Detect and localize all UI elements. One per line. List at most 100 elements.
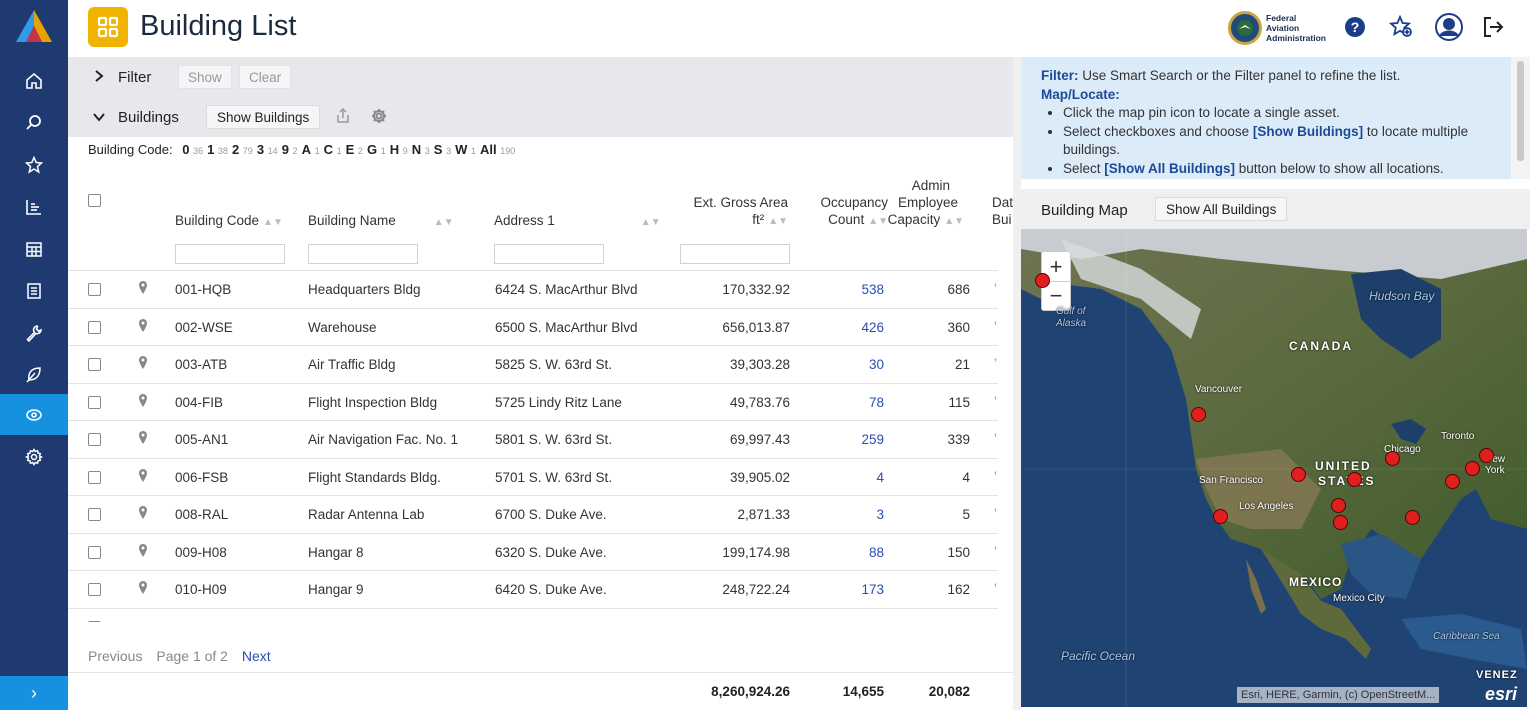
building-map[interactable]: + − Hudson Bay CANADA Gulf of Alaska Van… [1021, 229, 1527, 707]
instructions-scrollbar[interactable] [1511, 57, 1530, 179]
cell-occupancy-count[interactable]: 3 [876, 507, 884, 522]
app-logo[interactable] [14, 8, 54, 44]
scrollbar-thumb[interactable] [1517, 61, 1524, 161]
nav-home[interactable] [0, 60, 68, 101]
address-filter-input[interactable] [494, 244, 604, 264]
nav-sustainability[interactable] [0, 354, 68, 395]
show-buildings-button[interactable]: Show Buildings [206, 105, 321, 129]
map-marker[interactable] [1465, 461, 1480, 476]
map-pin-icon[interactable] [138, 281, 148, 295]
map-pin-icon[interactable] [138, 581, 148, 595]
show-all-buildings-button[interactable]: Show All Buildings [1155, 197, 1288, 221]
row-checkbox[interactable] [88, 508, 101, 521]
zoom-in-button[interactable]: + [1049, 253, 1063, 279]
cell-occupancy-count[interactable]: 173 [861, 582, 884, 597]
cell-occupancy-count[interactable]: 78 [868, 394, 884, 410]
map-marker[interactable] [1191, 407, 1206, 422]
row-checkbox[interactable] [88, 358, 101, 371]
building-name-filter-input[interactable] [308, 244, 418, 264]
chevron-down-icon[interactable] [92, 109, 106, 125]
nav-calendar[interactable] [0, 228, 68, 269]
map-attribution[interactable]: Esri, HERE, Garmin, (c) OpenStreetM... [1237, 687, 1440, 703]
map-marker[interactable] [1479, 448, 1494, 463]
map-pin-icon[interactable] [138, 393, 148, 408]
col-header-building-name[interactable]: Building Name ▲▼ [308, 212, 454, 231]
panel-splitter[interactable] [1013, 57, 1021, 710]
map-pin-icon[interactable] [138, 431, 148, 445]
previous-page-button[interactable]: Previous [88, 648, 143, 664]
cell-occupancy-count[interactable]: 88 [868, 544, 884, 560]
map-marker[interactable] [1333, 515, 1348, 530]
row-checkbox[interactable] [88, 583, 101, 596]
col-header-address[interactable]: Address 1 ▲▼ [494, 212, 661, 231]
filter-label[interactable]: Filter [118, 69, 152, 86]
building-code-option[interactable]: 3 14 [256, 142, 278, 157]
map-pin-icon[interactable] [138, 468, 148, 483]
clear-filter-button[interactable]: Clear [239, 65, 292, 89]
building-code-option[interactable]: C 1 [323, 142, 342, 157]
map-pin-icon[interactable] [138, 318, 148, 333]
nav-tools[interactable] [0, 312, 68, 353]
cell-occupancy-count[interactable]: 30 [868, 357, 884, 372]
row-checkbox[interactable] [88, 470, 101, 484]
row-checkbox[interactable] [88, 621, 101, 622]
map-marker[interactable] [1445, 474, 1460, 489]
app-grid-icon[interactable] [88, 7, 128, 47]
map-marker[interactable] [1331, 498, 1346, 513]
nav-reports[interactable] [0, 186, 68, 227]
map-marker[interactable] [1405, 510, 1420, 525]
expand-nav-button[interactable]: › [0, 676, 68, 710]
building-code-option[interactable]: 0 36 [182, 142, 204, 157]
cell-occupancy-count[interactable]: 259 [861, 432, 884, 447]
building-code-option[interactable]: G 1 [366, 142, 386, 157]
map-marker[interactable] [1385, 451, 1400, 466]
export-icon[interactable] [334, 107, 352, 125]
user-profile-button[interactable] [1434, 12, 1464, 42]
zoom-out-button[interactable]: − [1042, 281, 1070, 310]
logout-button[interactable] [1478, 12, 1508, 42]
nav-favorites[interactable] [0, 144, 68, 185]
col-header-ext-gross-area[interactable]: Ext. Gross Area ft² ▲▼ [668, 194, 788, 230]
building-code-option[interactable]: 1 38 [207, 142, 228, 157]
map-pin-icon[interactable] [138, 506, 148, 520]
row-checkbox[interactable] [88, 545, 101, 559]
col-header-occupancy-count[interactable]: Occupancy Count ▲▼ [792, 194, 888, 230]
help-button[interactable]: ? [1340, 12, 1370, 42]
building-code-option[interactable]: 9 2 [281, 142, 298, 157]
building-code-option[interactable]: H 9 [389, 142, 408, 157]
select-all-checkbox[interactable] [88, 194, 101, 207]
map-marker[interactable] [1347, 472, 1362, 487]
nav-search[interactable] [0, 102, 68, 143]
building-code-option[interactable]: All 190 [480, 142, 516, 157]
cell-occupancy-count[interactable]: 538 [861, 282, 884, 297]
building-code-option[interactable]: S 3 [433, 142, 452, 157]
area-filter-input[interactable] [680, 244, 790, 264]
col-header-date-built[interactable]: Dat Bui [992, 195, 1014, 227]
cell-occupancy-count[interactable]: 426 [861, 319, 884, 335]
row-checkbox[interactable] [88, 283, 101, 296]
building-code-option[interactable]: A 1 [301, 142, 320, 157]
nav-documents[interactable] [0, 270, 68, 311]
map-pin-icon[interactable] [138, 543, 148, 558]
col-header-admin-capacity[interactable]: Admin Employee Capacity ▲▼ [878, 177, 964, 230]
col-header-building-code[interactable]: Building Code ▲▼ [175, 212, 283, 231]
add-favorite-button[interactable] [1386, 12, 1416, 42]
map-pin-icon[interactable] [138, 356, 148, 370]
building-code-option[interactable]: N 3 [411, 142, 430, 157]
settings-gear-icon[interactable] [370, 107, 388, 125]
row-checkbox[interactable] [88, 395, 101, 409]
row-checkbox[interactable] [88, 320, 101, 334]
map-marker[interactable] [1291, 467, 1306, 482]
map-marker[interactable] [1213, 509, 1228, 524]
chevron-right-icon[interactable] [94, 69, 104, 86]
nav-settings[interactable] [0, 436, 68, 477]
building-code-filter-input[interactable] [175, 244, 285, 264]
building-code-option[interactable]: 2 79 [231, 142, 253, 157]
show-filter-button[interactable]: Show [178, 65, 232, 89]
nav-space[interactable] [0, 394, 68, 435]
building-code-option[interactable]: E 2 [345, 142, 363, 157]
row-checkbox[interactable] [88, 433, 101, 446]
building-code-option[interactable]: W 1 [455, 142, 476, 157]
map-marker[interactable] [1035, 273, 1050, 288]
cell-occupancy-count[interactable]: 4 [876, 469, 884, 485]
